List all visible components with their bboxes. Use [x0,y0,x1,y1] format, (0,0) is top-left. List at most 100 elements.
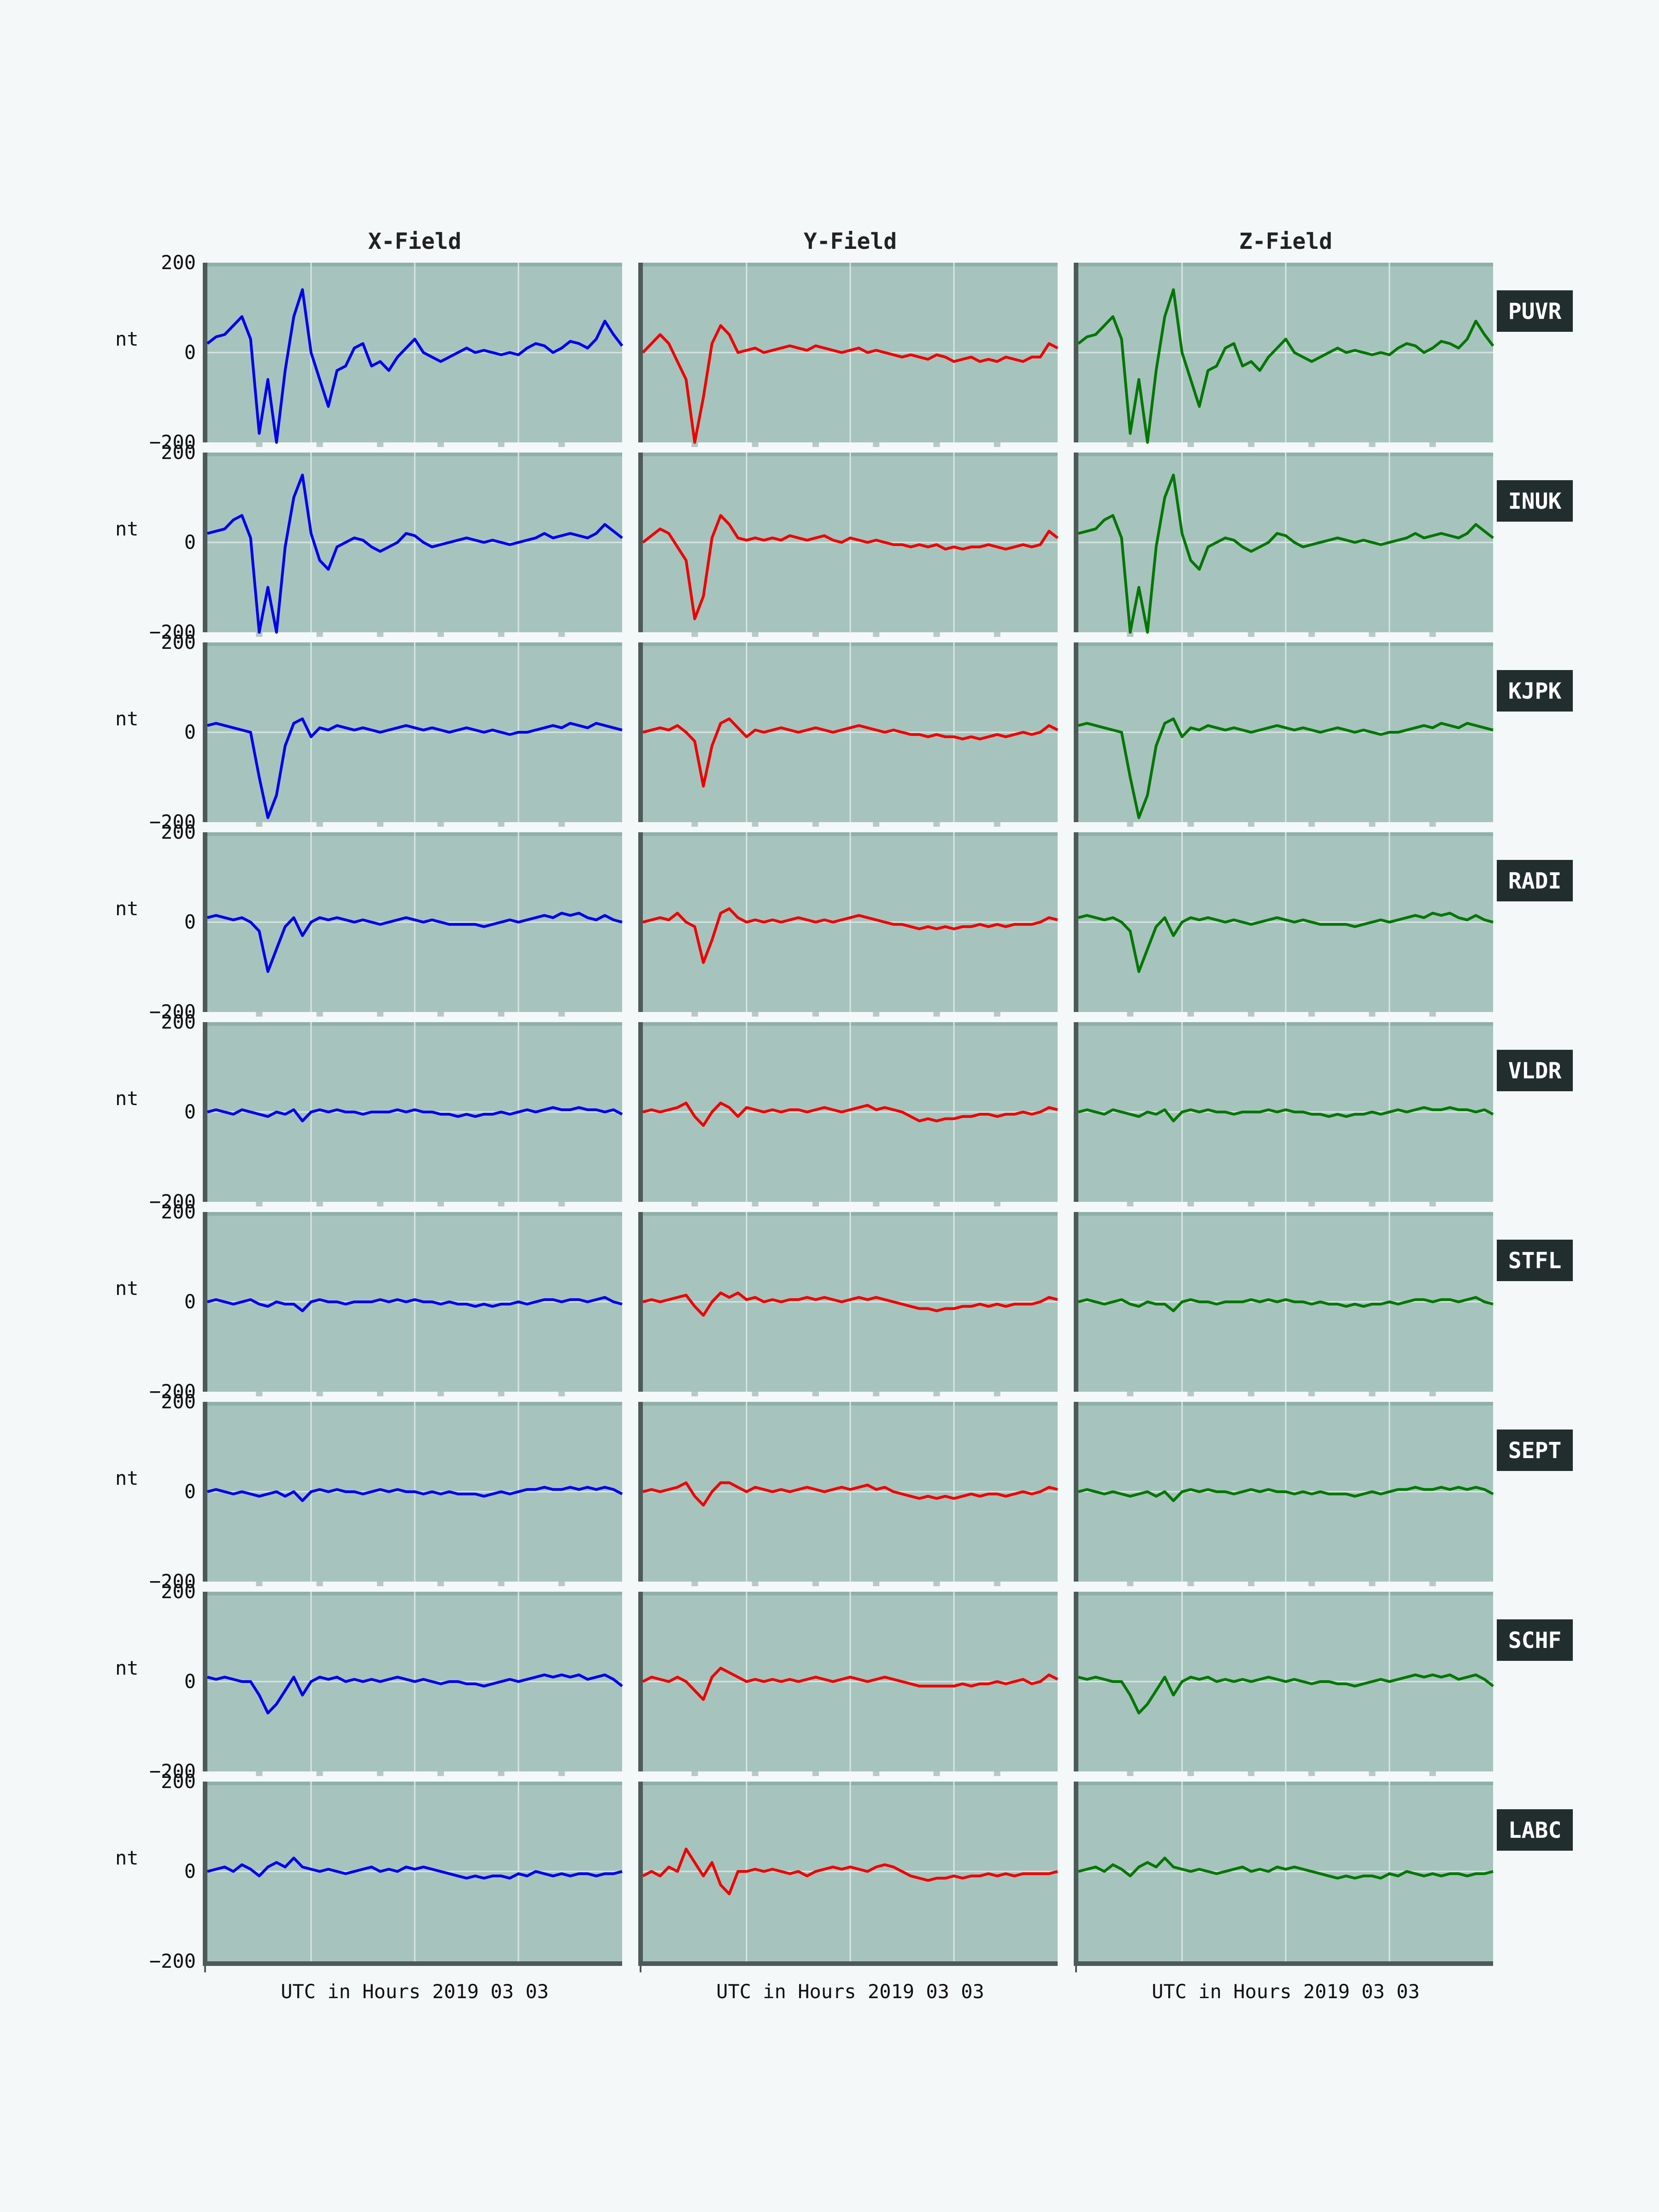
x-tick-mark [1248,1202,1254,1206]
x-tick-mark [498,442,505,447]
y-tick-label: −200 [149,1950,196,1972]
x-tick-mark [691,632,698,637]
series-line-schf-z-field [1078,1673,1494,1715]
series-line-radi-x-field [207,912,623,973]
axis-spine-left [638,1212,643,1392]
x-tick-mark [558,822,565,827]
x-tick-mark [558,632,565,637]
x-tick-mark [377,1771,383,1776]
x-tick-mark [377,1202,383,1206]
y-tick-label: −200 [149,811,196,833]
x-tick-mark [498,1202,505,1206]
x-tick-mark [812,1771,819,1776]
x-tick-mark [1187,1012,1194,1017]
station-label-box-radi [1497,860,1573,901]
x-tick-mark [316,822,323,827]
x-tick-mark [933,442,940,447]
x-tick-mark [1127,822,1134,827]
x-tick-mark [1429,1392,1436,1396]
x-tick-mark [933,1392,940,1396]
x-tick-mark [1369,1012,1376,1017]
y-tick-label: 0 [184,1860,196,1883]
series-line-labc-x-field [207,1856,623,1880]
y-tick-label: 0 [184,531,196,553]
x-tick-mark [1308,1392,1315,1396]
x-tick-mark [752,1012,759,1017]
y-tick-label: 0 [184,721,196,743]
x-tick-mark [256,822,263,827]
x-tick-mark [498,1392,505,1396]
y-tick-label: 200 [161,1580,196,1603]
series-line-vldr-z-field [1078,1106,1494,1123]
x-tick-mark [498,1771,505,1776]
x-tick-mark [437,632,444,637]
y-tick-label: 200 [161,251,196,274]
x-axis-label: UTC in Hours 2019 03 03 [281,1980,549,2003]
chart-grid: X-Field Y-Field Z-Field −200 0 200 nt PUVR −200 0… [115,229,1573,2003]
x-tick-mark [437,1202,444,1206]
x-tick-mark [1308,1771,1315,1776]
x-tick-mark [752,822,759,827]
x-tick-mark [1369,1202,1376,1206]
x-tick-mark [377,1392,383,1396]
axis-spine-left [203,263,207,442]
series-line-sept-z-field [1078,1486,1494,1502]
x-tick-mark [812,442,819,447]
x-tick-mark [1308,1012,1315,1017]
x-tick-mark [994,1202,1000,1206]
series-line-stfl-y-field [642,1291,1058,1317]
x-tick-mark [752,1202,759,1206]
axis-spine-left [1074,1022,1078,1202]
series-line-kjpk-y-field [642,717,1059,788]
x-tick-mark [691,442,698,447]
series-line-kjpk-z-field [1078,717,1494,819]
x-tick-mark [1308,822,1315,827]
axis-spine-bottom [203,1961,622,1966]
x-tick-mark [1127,1392,1134,1396]
x-tick-mark [558,1392,565,1396]
y-tick-label: −200 [149,1570,196,1593]
x-tick-mark [316,442,323,447]
x-tick-mark [558,442,565,447]
x-tick-mark [1127,1771,1134,1776]
x-tick-mark [1127,1202,1134,1206]
x-tick-mark [377,822,383,827]
station-label-labc: LABC [1508,1818,1562,1843]
y-axis-label: nt [115,1467,139,1489]
x-tick-mark [1187,1392,1194,1396]
station-label-kjpk: KJPK [1508,678,1562,704]
y-tick-label: −200 [149,1000,196,1023]
x-tick-mark [873,1012,880,1017]
y-tick-label: −200 [149,1190,196,1213]
y-tick-label: 200 [161,441,196,464]
x-tick-mark [1308,442,1315,447]
x-tick-mark [994,632,1000,637]
axis-spine-left [638,1402,643,1582]
x-tick-mark [933,1012,940,1017]
axis-spine-left [203,1212,207,1392]
x-tick-mark [812,1202,819,1206]
x-tick-mark [933,822,940,827]
y-tick-label: −200 [149,621,196,643]
x-tick-mark [498,1582,505,1586]
series-line-kjpk-x-field [207,717,623,819]
x-tick-mark [933,1582,940,1586]
x-tick-mark [498,822,505,827]
x-tick-mark [691,1202,698,1206]
x-tick-mark [1248,1582,1254,1586]
y-tick-label: 0 [184,1670,196,1693]
x-tick-mark [1369,822,1376,827]
x-tick-mark [812,1392,819,1396]
series-line-puvr-z-field [1077,288,1494,444]
x-tick-mark [1187,1771,1194,1776]
x-tick-mark [1308,1582,1315,1586]
x-tick-mark [691,822,698,827]
column-title-x-field: X-Field [368,229,461,254]
x-tick-mark [1248,1771,1254,1776]
axis-spine-left [203,453,207,632]
axis-spine-left [638,642,643,822]
axis-spine-left [638,1782,643,1961]
y-tick-label: −200 [149,431,196,453]
y-tick-label: 0 [184,1290,196,1313]
